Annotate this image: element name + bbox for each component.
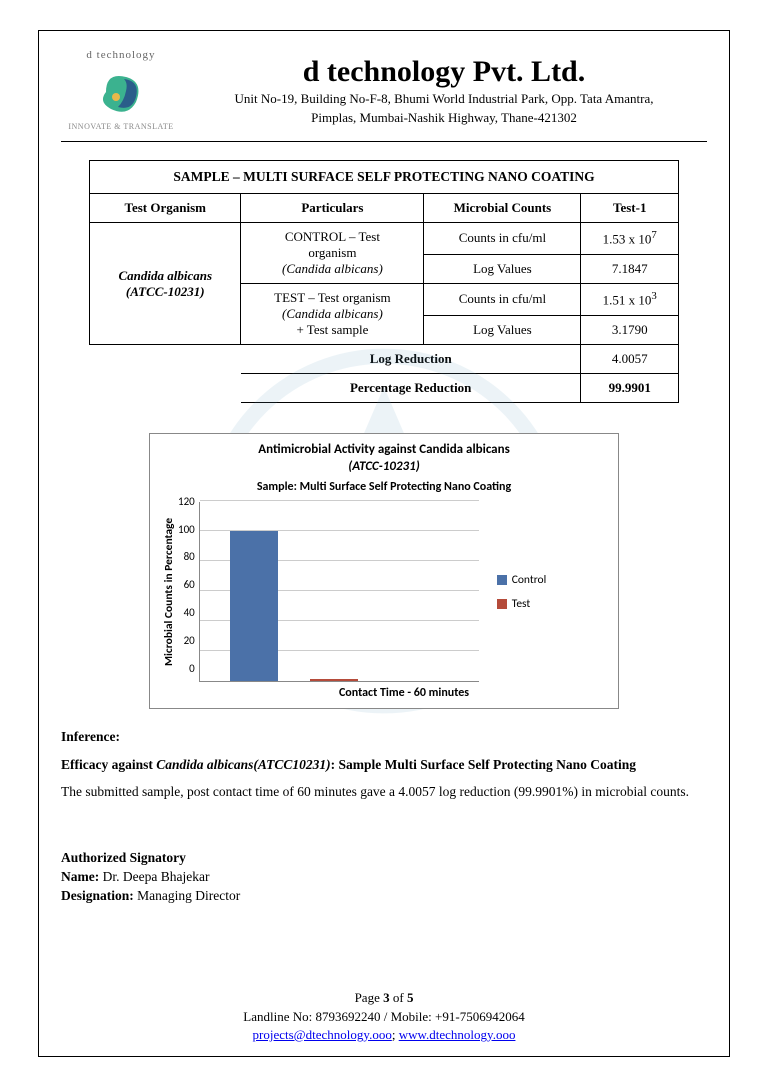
chart-yticks: 120 100 80 60 40 20 0: [178, 495, 199, 675]
letterhead: d technology INNOVATE & TRANSLATE d tech…: [61, 49, 707, 131]
logo-icon: [96, 67, 146, 117]
legend-test: Test: [497, 597, 547, 611]
logred-label: Log Reduction: [241, 345, 581, 374]
chart-title-1: Antimicrobial Activity against Candida a…: [258, 442, 510, 457]
inference-body: The submitted sample, post contact time …: [61, 783, 707, 801]
legend-control: Control: [497, 573, 547, 587]
pctred-label: Percentage Reduction: [241, 374, 581, 403]
signatory-name: Name: Dr. Deepa Bhajekar: [61, 869, 209, 884]
results-table: SAMPLE – MULTI SURFACE SELF PROTECTING N…: [89, 160, 679, 403]
metric-log-control: Log Values: [424, 254, 581, 283]
chart-subtitle: Sample: Multi Surface Self Protecting Na…: [160, 480, 608, 494]
val-log-control: 7.1847: [581, 254, 679, 283]
inference-efficacy: Efficacy against Candida albicans(ATCC10…: [61, 757, 707, 773]
col-organism: Test Organism: [90, 194, 241, 223]
chart-legend: Control Test: [497, 502, 547, 682]
signatory-heading: Authorized Signatory: [61, 850, 186, 865]
header-divider: [61, 141, 707, 142]
bar-test: [310, 679, 358, 681]
metric-log-test: Log Values: [424, 315, 581, 344]
logo-bottom-text: INNOVATE & TRANSLATE: [61, 122, 181, 131]
pctred-value: 99.9901: [581, 374, 679, 403]
table-title: SAMPLE – MULTI SURFACE SELF PROTECTING N…: [90, 161, 679, 194]
signatory-block: Authorized Signatory Name: Dr. Deepa Bha…: [61, 849, 707, 906]
bar-control: [230, 531, 278, 681]
chart-ylabel: Microbial Counts in Percentage: [160, 502, 178, 682]
logred-value: 4.0057: [581, 345, 679, 374]
col-counts: Microbial Counts: [424, 194, 581, 223]
page-footer: Page 3 of 5 Landline No: 8793692240 / Mo…: [39, 989, 729, 1044]
col-test1: Test-1: [581, 194, 679, 223]
page-number: Page 3 of 5: [355, 990, 414, 1005]
address-line2: Pimplas, Mumbai-Nashik Highway, Thane-42…: [181, 110, 707, 127]
chart-title-2: (ATCC-10231): [348, 459, 420, 474]
inference-heading: Inference:: [61, 729, 707, 745]
organism-code: (ATCC-10231): [126, 284, 205, 299]
particulars-control: CONTROL – Test organism (Candida albican…: [241, 223, 424, 284]
organism-cell: Candida albicans (ATCC-10231): [90, 223, 241, 345]
inference-section: Inference: Efficacy against Candida albi…: [61, 729, 707, 801]
metric-cfu-test: Counts in cfu/ml: [424, 284, 581, 316]
footer-contact: Landline No: 8793692240 / Mobile: +91-75…: [243, 1009, 524, 1024]
logo-block: d technology INNOVATE & TRANSLATE: [61, 49, 181, 131]
chart-xlabel: Contact Time - 60 minutes: [200, 686, 608, 700]
val-log-test: 3.1790: [581, 315, 679, 344]
company-name: d technology Pvt. Ltd.: [181, 55, 707, 89]
bar-chart: Antimicrobial Activity against Candida a…: [149, 433, 619, 709]
footer-website[interactable]: www.dtechnology.ooo: [399, 1027, 516, 1042]
address-line1: Unit No-19, Building No-F-8, Bhumi World…: [181, 91, 707, 108]
logo-top-text: d technology: [61, 49, 181, 61]
metric-cfu-control: Counts in cfu/ml: [424, 223, 581, 255]
organism-name: Candida albicans: [118, 268, 212, 283]
val-cfu-test: 1.51 x 103: [581, 284, 679, 316]
col-particulars: Particulars: [241, 194, 424, 223]
chart-plot-area: [199, 502, 479, 682]
footer-email[interactable]: projects@dtechnology.ooo: [253, 1027, 392, 1042]
signatory-designation: Designation: Managing Director: [61, 888, 240, 903]
val-cfu-control: 1.53 x 107: [581, 223, 679, 255]
particulars-test: TEST – Test organism (Candida albicans) …: [241, 284, 424, 345]
